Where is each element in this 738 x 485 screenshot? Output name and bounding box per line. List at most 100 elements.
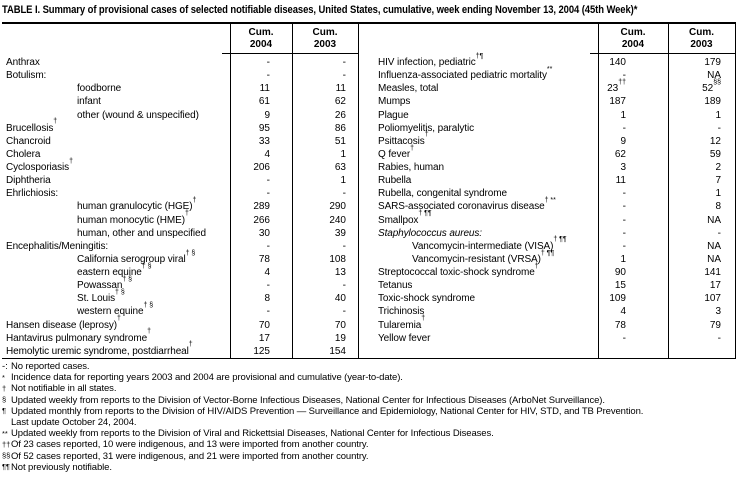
column-divider — [598, 24, 599, 358]
cum-2003-value: 154 — [329, 345, 346, 357]
header-cum-label: Cum. — [312, 27, 338, 38]
cum-2003-value: - — [342, 57, 346, 69]
table-row: Cholera 4 1 — [2, 148, 358, 161]
disease-label: Ehrlichiosis: — [6, 188, 59, 200]
cum-2004-value: - — [622, 332, 626, 344]
footnote-marker: † — [192, 197, 197, 205]
cum-2004-value: 4 — [620, 306, 626, 318]
table-row: eastern equine† § 4 13 — [2, 262, 358, 279]
cum-2003-value: 1 — [715, 109, 721, 121]
footnote-text: Of 52 cases reported, 31 were indigenous… — [11, 450, 369, 462]
disease-label: Smallpox† ¶¶ — [378, 210, 432, 226]
table-row: Yellow fever - - — [358, 332, 735, 345]
disease-label: Cholera — [6, 148, 41, 160]
footnote-marker: † — [184, 210, 189, 218]
table-row: Tetanus 15 17 — [358, 279, 735, 292]
cum-2004-value: 15 — [614, 280, 626, 292]
cum-2003-value: 39 — [334, 227, 346, 239]
footnote-marker: †¶ — [475, 52, 484, 60]
cum-2004-value: 30 — [258, 227, 270, 239]
cum-2004-value: 17 — [258, 332, 270, 344]
cum-2004-value: 1 — [620, 253, 626, 265]
table-row: Poliomyelitis, paralytic - - — [358, 122, 735, 135]
cum-2003-value: 179 — [704, 57, 721, 69]
footnote-marker: † ¶¶ — [540, 249, 555, 257]
header-cum-label: Cum. — [689, 27, 714, 38]
table-row: St. Louis† § 8 40 — [2, 288, 358, 305]
cum-2003-value: NA — [707, 253, 721, 265]
disease-label: Toxic-shock syndrome — [378, 293, 475, 305]
disease-label: Streptococcal toxic-shock syndrome† — [378, 262, 539, 279]
table-row: human, other and unspecified 30 39 — [2, 227, 358, 240]
cum-2003-value: 19 — [334, 332, 346, 344]
cum-2003-value: 59 — [709, 148, 721, 160]
cum-2003-value: 51 — [334, 135, 346, 147]
cum-2004-value: - — [266, 70, 270, 82]
cum-2004-value: 61 — [258, 96, 270, 108]
table-row: Vancomycin-resistant (VRSA)† ¶¶ 1 NA — [358, 249, 735, 266]
footnote-text: Updated weekly from reports to the Divis… — [11, 428, 494, 440]
disease-label: Cyclosporiasis† — [6, 157, 73, 174]
cum-2003-value: - — [342, 240, 346, 252]
cum-2003-value: 3 — [715, 306, 721, 318]
cum-2003-value: NA — [707, 70, 721, 82]
disease-label: Diphtheria — [6, 175, 51, 187]
cum-2004-value: - — [622, 240, 626, 252]
cum-2004-value: 11 — [259, 83, 270, 95]
cum-2004-value: 95 — [258, 122, 270, 134]
disease-label: HIV infection, pediatric†¶ — [378, 52, 484, 69]
cum-2003-value: 240 — [329, 214, 346, 226]
header-year-label: 2004 — [621, 39, 645, 50]
cum-2003-value: 108 — [329, 253, 346, 265]
cum-2003-value: 26 — [334, 109, 346, 121]
disease-label: infant — [77, 96, 101, 108]
header-year-label: 2003 — [313, 39, 337, 50]
footnote-line: § Updated weekly from reports to the Divi… — [2, 395, 737, 406]
disease-label: St. Louis† § — [77, 288, 125, 305]
footnote-marker: ** — [546, 65, 553, 73]
footnote-marker: † § — [115, 288, 125, 296]
table-row: Rubella 11 7 — [358, 174, 735, 187]
disease-label: Mumps — [378, 96, 411, 108]
cum-2004-value: - — [622, 122, 626, 134]
table-row: California serogroup viral† § 78 108 — [2, 250, 358, 266]
disease-label: Staphylococcus aureus: — [378, 227, 482, 239]
footnote-marker: † — [424, 131, 429, 139]
disease-label: SARS-associated coronavirus disease† ** — [378, 197, 556, 213]
footnote-text: Not notifiable in all states. — [11, 383, 117, 395]
footnote-marker: † — [410, 144, 414, 152]
footnote-marker: † § — [141, 262, 152, 270]
disease-label: Plague — [378, 109, 409, 121]
footnote-marker: † § — [143, 302, 154, 310]
footnote-marker: † — [69, 157, 73, 165]
header-cum-2003-left: Cum. 2003 — [292, 27, 358, 51]
disease-label: Hansen disease (leprosy)† — [6, 315, 121, 331]
cum-2003-value: 12 — [709, 135, 721, 147]
cum-2003-value: 2 — [715, 162, 721, 174]
cum-2004-value: 33 — [258, 135, 270, 147]
footnote-marker: † — [2, 383, 7, 393]
disease-label: human granulocytic (HGE)† — [77, 197, 197, 213]
summary-table: Cum. 2004 Cum. 2003 Cum. 2004 Cum. 2003 … — [2, 22, 736, 359]
header-cum-2004-left: Cum. 2004 — [230, 27, 292, 51]
footnote-marker: † — [117, 315, 121, 323]
cum-2003-value: 1 — [715, 188, 721, 200]
table-row: Anthrax - - — [2, 56, 358, 69]
disease-label: Poliomyelitis, paralytic — [378, 122, 474, 134]
footnote-line: ††Of 23 cases reported, 10 were indigeno… — [2, 439, 737, 450]
cum-2004-value: - — [266, 188, 270, 200]
cum-2004-value: 4 — [264, 267, 270, 279]
cum-2004-value: 3 — [620, 162, 626, 174]
table-row: human monocytic (HME)† 266 240 — [2, 210, 358, 227]
cum-2003-value: 79 — [709, 319, 721, 331]
disease-label: Vancomycin-resistant (VRSA)† ¶¶ — [412, 249, 555, 265]
cum-2004-value: 289 — [253, 201, 270, 213]
footnote-marker: † ** — [544, 197, 556, 205]
footnote-marker: †† — [2, 439, 11, 449]
disease-label: Measles, total — [378, 83, 439, 95]
disease-label: human, other and unspecified — [77, 227, 206, 239]
cum-2003-value: 7 — [715, 175, 721, 187]
cum-2004-value: 78 — [614, 319, 626, 331]
disease-label: Powassan† § — [77, 275, 133, 292]
